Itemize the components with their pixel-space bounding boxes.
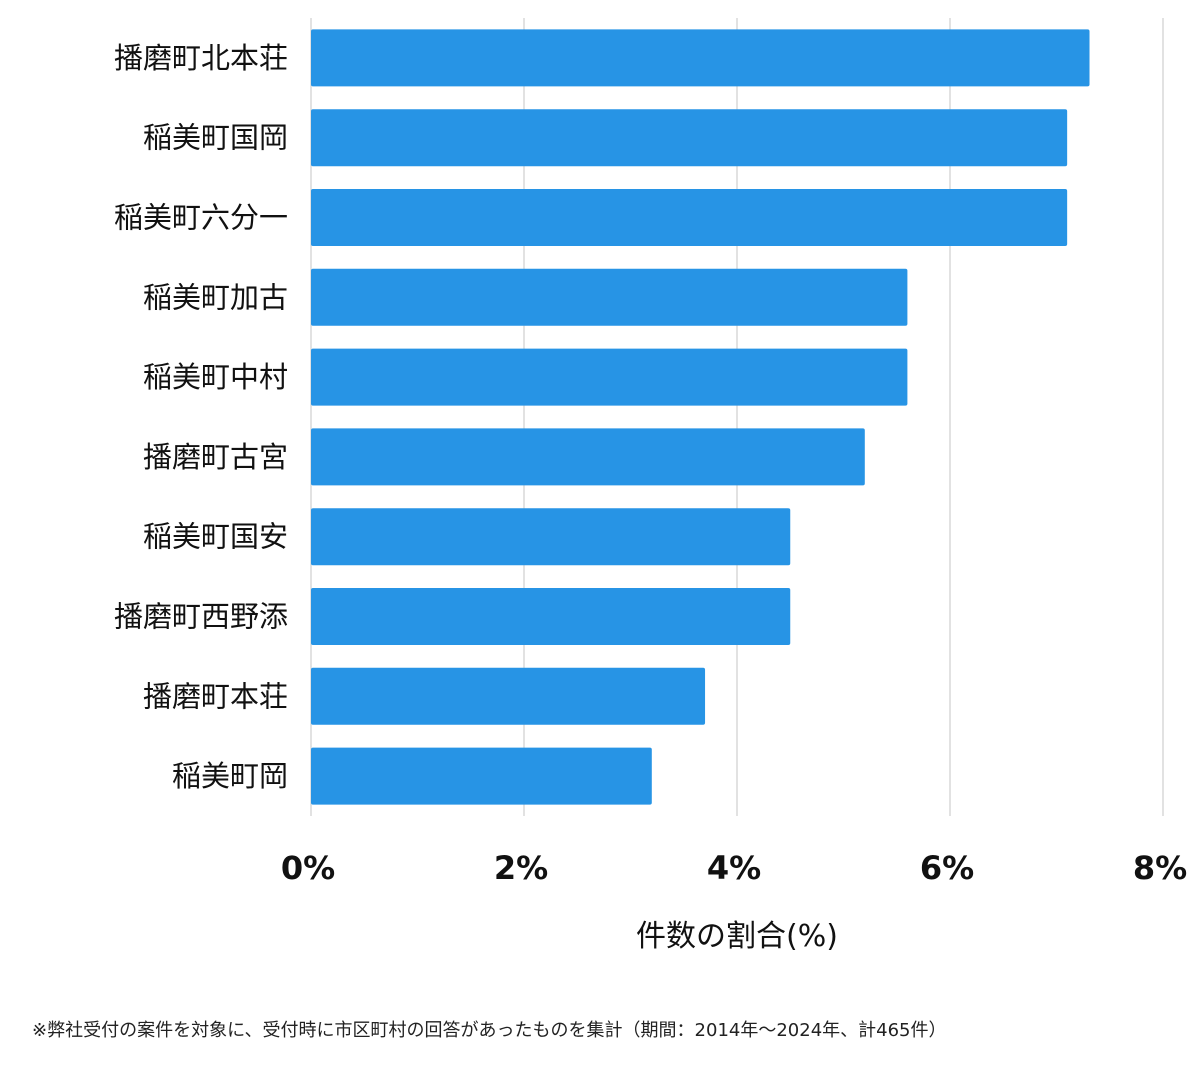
category-label: 稲美町加古 bbox=[143, 280, 288, 314]
bar bbox=[311, 348, 908, 406]
x-tick-label: 0% bbox=[281, 849, 335, 887]
bar bbox=[311, 428, 865, 486]
x-tick-label: 6% bbox=[920, 849, 974, 887]
bar bbox=[311, 29, 1090, 87]
x-tick-label: 4% bbox=[707, 849, 761, 887]
bar-chart: 播磨町北本荘稲美町国岡稲美町六分一稲美町加古稲美町中村播磨町古宮稲美町国安播磨町… bbox=[114, 18, 1187, 954]
bar bbox=[311, 508, 791, 566]
category-label: 播磨町古宮 bbox=[143, 440, 288, 474]
bar bbox=[311, 588, 791, 645]
category-labels: 播磨町北本荘稲美町国岡稲美町六分一稲美町加古稲美町中村播磨町古宮稲美町国安播磨町… bbox=[114, 41, 288, 793]
bar bbox=[311, 268, 908, 326]
bar bbox=[311, 667, 706, 725]
bars bbox=[311, 29, 1090, 805]
x-tick-labels: 0% 2% 4% 6% 8% bbox=[281, 849, 1187, 887]
bar bbox=[311, 747, 652, 805]
category-label: 稲美町六分一 bbox=[114, 201, 288, 235]
category-label: 稲美町国安 bbox=[143, 520, 288, 554]
category-label: 稲美町岡 bbox=[172, 759, 288, 793]
bar bbox=[311, 189, 1068, 246]
category-label: 播磨町西野添 bbox=[114, 600, 288, 634]
footnote: ※弊社受付の案件を対象に、受付時に市区町村の回答があったものを集計（期間：201… bbox=[32, 1020, 947, 1041]
category-label: 播磨町本荘 bbox=[143, 679, 288, 713]
category-label: 稲美町中村 bbox=[143, 360, 288, 394]
x-tick-label: 8% bbox=[1133, 849, 1187, 887]
bar bbox=[311, 109, 1068, 167]
x-axis-title: 件数の割合(%) bbox=[636, 919, 838, 954]
x-tick-label: 2% bbox=[494, 849, 548, 887]
category-label: 播磨町北本荘 bbox=[114, 41, 288, 75]
category-label: 稲美町国岡 bbox=[143, 121, 288, 155]
